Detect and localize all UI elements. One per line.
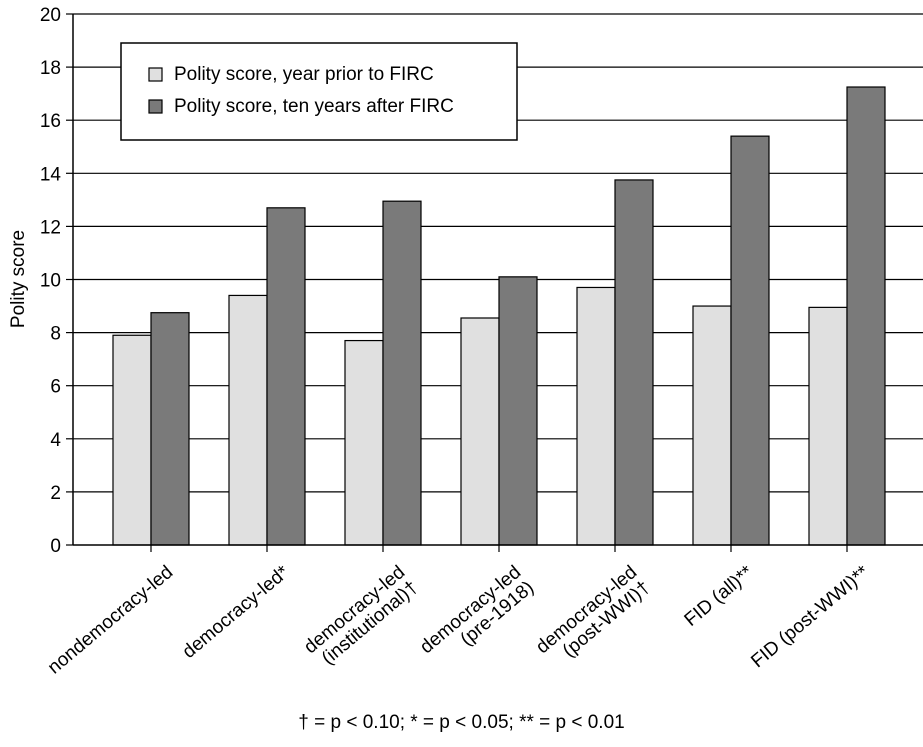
legend-label-after: Polity score, ten years after FIRC (174, 96, 454, 117)
y-tick-label: 8 (50, 324, 61, 345)
x-tick-label: nondemocracy-led (44, 562, 177, 679)
y-tick-label: 4 (50, 430, 61, 451)
bar-after (730, 135, 770, 546)
bar-after (498, 276, 538, 546)
legend-box (120, 42, 518, 141)
bar-prior (576, 286, 616, 546)
y-tick-label: 12 (40, 217, 61, 238)
bar-after (382, 200, 422, 546)
bar-prior (460, 317, 500, 546)
x-tick-label: FID (all)** (681, 561, 758, 630)
y-tick-label: 16 (40, 111, 61, 132)
bar-prior (344, 339, 384, 546)
legend: Polity score, year prior to FIRC Polity … (120, 42, 518, 141)
y-tick-label: 2 (50, 483, 61, 504)
y-tick-label: 6 (50, 377, 61, 398)
bar-after (846, 86, 886, 546)
bar-after (150, 312, 190, 546)
x-tick-label: democracy-led(institutional)† (300, 562, 422, 673)
bar-prior (112, 334, 152, 546)
bar-after (614, 179, 654, 546)
bar-prior (692, 305, 732, 546)
bar-prior (228, 294, 268, 546)
y-axis-label: Polity score (8, 230, 29, 328)
y-tick-label: 10 (40, 271, 61, 292)
legend-label-prior: Polity score, year prior to FIRC (174, 64, 434, 85)
x-tick-label: democracy-led* (179, 561, 294, 662)
bar-after (266, 207, 306, 546)
y-tick-label: 20 (40, 5, 61, 26)
y-tick-label: 18 (40, 58, 61, 79)
legend-swatch-prior (148, 67, 163, 82)
legend-swatch-after (148, 99, 163, 114)
bar-prior (808, 306, 848, 546)
y-tick-label: 14 (40, 164, 62, 185)
significance-footnote: † = p < 0.10; * = p < 0.05; ** = p < 0.0… (298, 712, 625, 733)
x-tick-label: democracy-led(pre-1918) (416, 562, 538, 673)
y-tick-label: 0 (50, 536, 61, 557)
x-tick-label: FID (post-WWI)** (747, 561, 873, 672)
x-tick-label: democracy-led(post-WWI)† (532, 562, 654, 673)
